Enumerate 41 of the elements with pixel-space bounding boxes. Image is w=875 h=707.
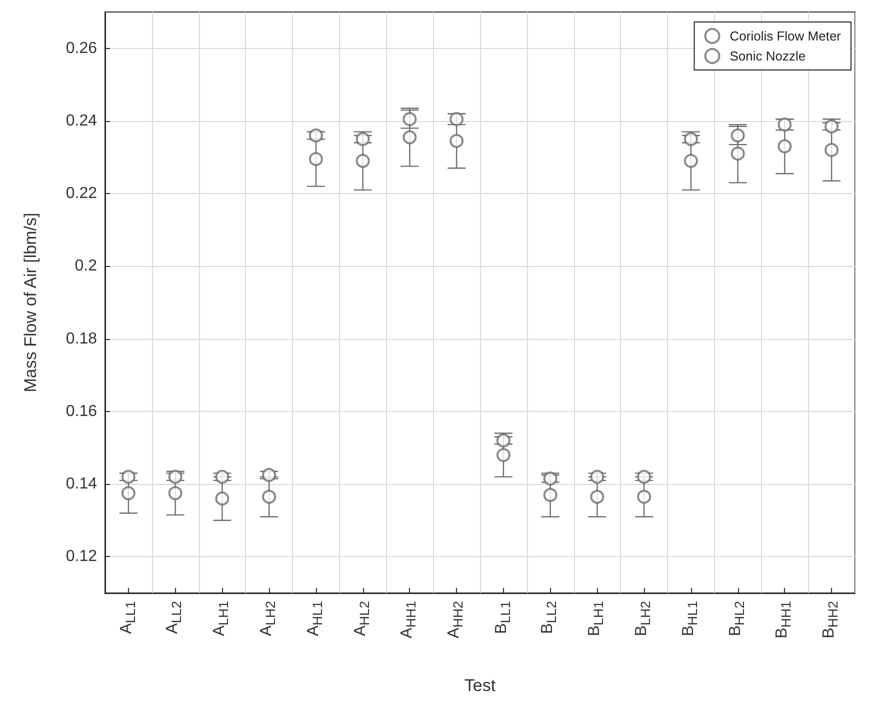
y-tick-label: 0.16 xyxy=(66,402,98,420)
x-axis-title: Test xyxy=(464,676,496,695)
point xyxy=(121,470,136,484)
point xyxy=(730,146,745,161)
point xyxy=(262,490,276,504)
point xyxy=(308,128,323,142)
point xyxy=(637,490,652,504)
point xyxy=(356,154,370,168)
point xyxy=(824,119,839,134)
y-tick-label: 0.2 xyxy=(74,258,98,275)
point xyxy=(450,134,464,148)
point xyxy=(121,486,136,500)
point xyxy=(637,470,652,484)
y-tick-label: 0.18 xyxy=(66,330,98,348)
point xyxy=(684,154,698,168)
point xyxy=(215,470,230,484)
point xyxy=(402,130,417,144)
point xyxy=(262,468,276,482)
y-tick-label: 0.24 xyxy=(66,112,98,130)
point xyxy=(168,470,182,484)
y-tick-label: 0.22 xyxy=(66,185,98,202)
point xyxy=(543,472,558,486)
y-tick-label: 0.26 xyxy=(66,40,98,57)
point xyxy=(543,488,558,502)
point xyxy=(496,448,510,462)
legend-label: Sonic Nozzle xyxy=(730,48,806,64)
point xyxy=(168,486,182,500)
point xyxy=(730,128,745,142)
legend-label: Coriolis Flow Meter xyxy=(730,28,842,44)
point xyxy=(684,132,698,146)
point xyxy=(308,152,323,166)
point xyxy=(778,139,792,154)
y-tick-label: 0.14 xyxy=(66,476,98,493)
point xyxy=(215,492,230,506)
y-axis-title: Mass Flow of Air [lbm/s] xyxy=(21,212,40,392)
point xyxy=(496,433,510,448)
point xyxy=(590,470,604,484)
point xyxy=(356,132,370,146)
point xyxy=(590,490,604,504)
point xyxy=(824,142,839,157)
y-tick-label: 0.12 xyxy=(66,548,98,566)
